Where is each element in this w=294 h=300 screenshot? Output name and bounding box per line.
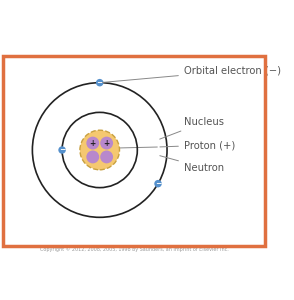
Circle shape (154, 180, 162, 188)
Text: +: + (103, 139, 110, 148)
Text: Neutron: Neutron (160, 156, 224, 173)
Circle shape (86, 136, 99, 149)
Text: −: − (96, 78, 103, 87)
Circle shape (86, 151, 99, 164)
Circle shape (80, 130, 120, 170)
Text: Orbital electron (−): Orbital electron (−) (103, 66, 281, 83)
Text: Nucleus: Nucleus (160, 117, 224, 139)
Text: −: − (59, 146, 65, 154)
Text: −: − (155, 179, 161, 188)
Text: Proton (+): Proton (+) (160, 140, 235, 150)
Circle shape (100, 136, 113, 149)
Circle shape (100, 151, 113, 164)
Circle shape (58, 146, 66, 154)
Text: +: + (90, 139, 96, 148)
Text: Copyright © 2012, 2008, 2005, 1998 by Saunders, an imprint of Elsevier Inc.: Copyright © 2012, 2008, 2005, 1998 by Sa… (40, 246, 229, 252)
Circle shape (96, 79, 103, 86)
